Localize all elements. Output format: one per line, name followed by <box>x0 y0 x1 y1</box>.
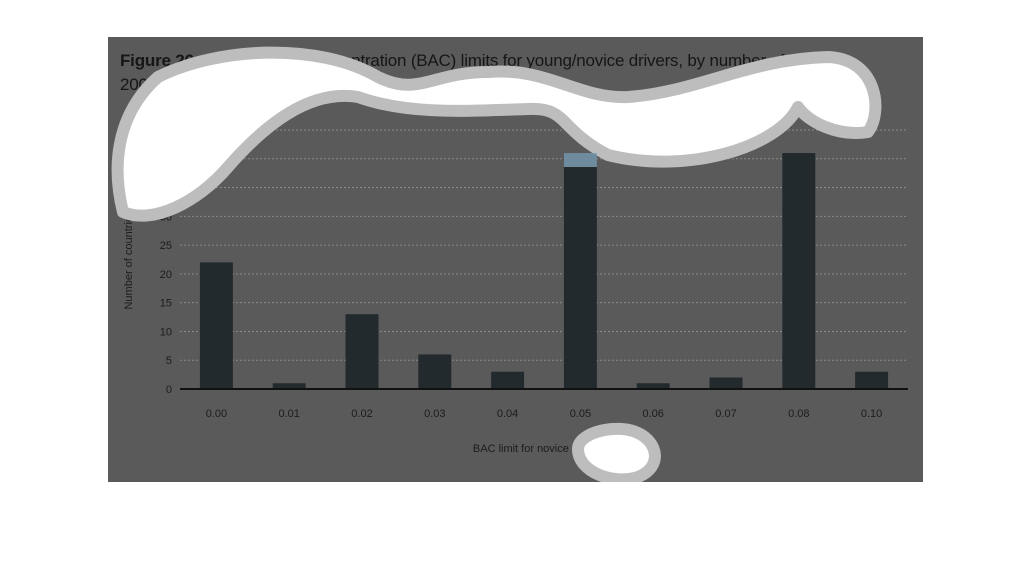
x-tick-label: 0.07 <box>715 408 736 420</box>
y-tick-label: 25 <box>160 240 172 252</box>
bar <box>855 371 889 389</box>
bar <box>709 377 743 389</box>
bar <box>199 262 233 389</box>
x-tick-label: 0.03 <box>424 408 445 420</box>
x-tick-label: 0.05 <box>570 408 591 420</box>
y-tick-label: 10 <box>160 326 172 338</box>
x-tick-label: 0.10 <box>861 408 882 420</box>
x-tick-label: 0.02 <box>351 408 372 420</box>
bar <box>491 371 525 389</box>
x-tick-label: 0.08 <box>788 408 809 420</box>
y-tick-label: 5 <box>166 355 172 367</box>
x-tick-label: 0.01 <box>278 408 299 420</box>
y-axis-title: Number of countries <box>123 210 135 310</box>
obscuring-shapes <box>111 46 882 482</box>
bar <box>782 153 816 389</box>
obscuring-blob <box>572 422 661 482</box>
bars <box>199 153 889 389</box>
obscuring-blob <box>111 46 882 222</box>
bar-highlight-fragment <box>563 153 597 168</box>
y-tick-label: 0 <box>166 384 172 396</box>
bar-chart: 051015202530354045 0.000.010.020.030.040… <box>111 46 908 482</box>
bar <box>636 383 670 389</box>
grid-lines <box>180 129 908 361</box>
x-tick-label: 0.04 <box>497 408 518 420</box>
bar <box>345 314 379 389</box>
x-tick-label: 0.00 <box>206 408 227 420</box>
x-tick-labels: 0.00 0.01 0.02 0.03 0.04 0.05 0.06 0.07 0.08 0.10 <box>206 408 883 420</box>
y-tick-label: 15 <box>160 298 172 310</box>
bar <box>563 153 597 389</box>
bar <box>272 383 306 389</box>
x-tick-label: 0.06 <box>642 408 663 420</box>
y-tick-label: 20 <box>160 269 172 281</box>
chart-panel: Figure 26. Blood alcohol concentration (… <box>108 37 923 482</box>
bar <box>418 354 452 389</box>
